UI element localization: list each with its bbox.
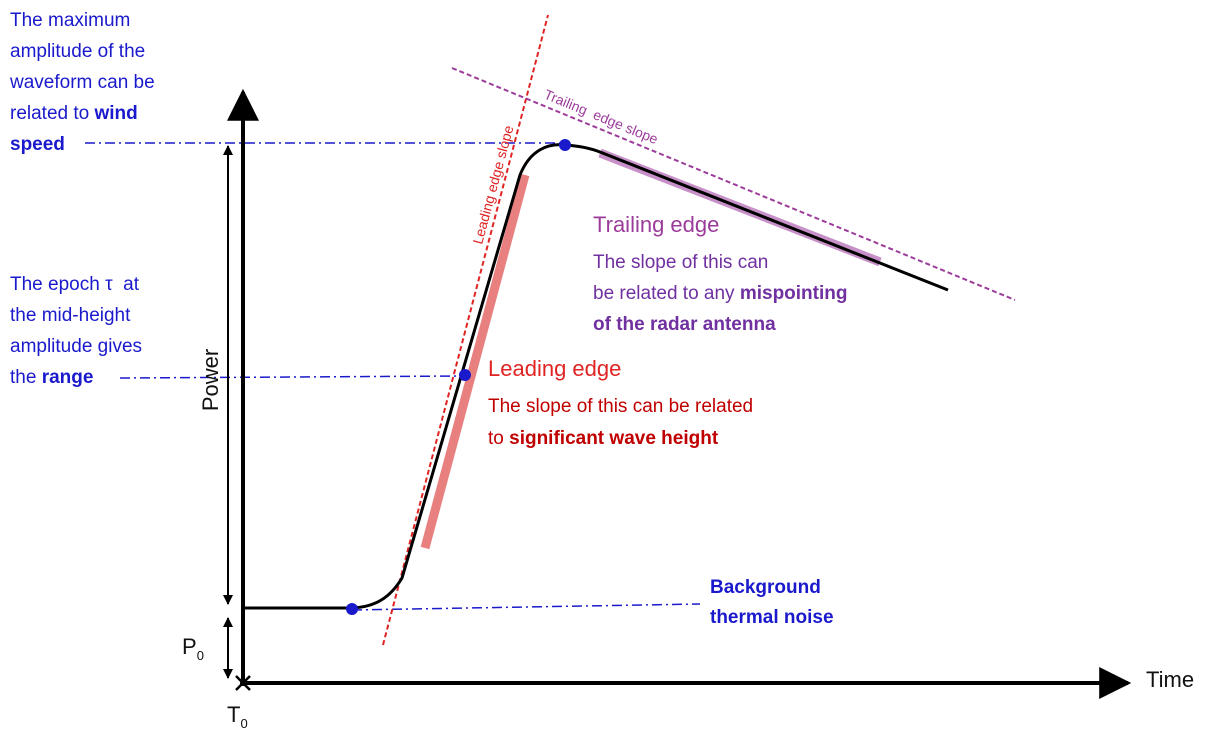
x-axis-label: Time bbox=[1146, 667, 1194, 692]
guide-line bbox=[351, 603, 701, 611]
annotation-line: related to wind bbox=[10, 103, 138, 124]
annotation-line: be related to any mispointing bbox=[593, 283, 847, 304]
text-segment: mispointing bbox=[740, 283, 848, 304]
mid-point bbox=[459, 369, 471, 381]
guide-line bbox=[119, 375, 466, 379]
text-segment: the bbox=[10, 367, 42, 388]
annotation-line: speed bbox=[10, 134, 65, 155]
annotation-line: amplitude gives bbox=[10, 336, 142, 357]
annotation-line: The epoch τ at bbox=[10, 274, 140, 295]
leading-edge-highlight bbox=[420, 173, 530, 550]
noise-point bbox=[346, 603, 358, 615]
annotation-line: The slope of this can be related bbox=[488, 396, 753, 417]
text-segment: The maximum bbox=[10, 10, 130, 31]
annotation-line: to significant wave height bbox=[488, 428, 719, 449]
annotation-line: The maximum bbox=[10, 10, 130, 31]
trailing-slope-line bbox=[451, 67, 1016, 301]
text-segment: The slope of this can be related bbox=[488, 396, 753, 417]
baseline-letter: P bbox=[182, 634, 197, 659]
annotation-line: Background bbox=[710, 577, 821, 598]
text-segment: related to bbox=[10, 103, 95, 124]
text-segment: be related to any bbox=[593, 283, 740, 304]
text-segment: thermal noise bbox=[710, 607, 834, 628]
text-segment: waveform can be bbox=[9, 72, 155, 93]
text-segment: the mid-height bbox=[10, 305, 131, 326]
text-segment: range bbox=[42, 367, 94, 388]
annotation-title: Trailing edge bbox=[593, 212, 719, 237]
annotation-line: the range bbox=[10, 367, 93, 388]
origin-cross bbox=[235, 675, 251, 691]
text-segment: The slope of this can bbox=[593, 252, 768, 273]
origin-label: T0 bbox=[227, 702, 248, 731]
annotation-line: waveform can be bbox=[9, 72, 155, 93]
text-segment: The epoch τ at bbox=[10, 274, 140, 295]
peak-point bbox=[559, 139, 571, 151]
text-segment: amplitude of the bbox=[10, 41, 145, 62]
baseline-label: P0 bbox=[182, 634, 204, 663]
waveform bbox=[245, 143, 949, 610]
text-segment: amplitude gives bbox=[10, 336, 142, 357]
annotation-line: of the radar antenna bbox=[593, 314, 776, 335]
annotation-line: amplitude of the bbox=[10, 41, 145, 62]
text-segment: significant wave height bbox=[509, 428, 719, 449]
text-segment: of the radar antenna bbox=[593, 314, 776, 335]
trailing-slope-label: Trailing edge slope bbox=[542, 86, 661, 147]
text-segment: Background bbox=[710, 577, 821, 598]
origin-letter: T bbox=[227, 702, 240, 727]
origin-subscript: 0 bbox=[240, 716, 247, 731]
y-axis-label: Power bbox=[198, 349, 223, 411]
leading-slope-line bbox=[382, 14, 549, 646]
annotation-line: thermal noise bbox=[710, 607, 834, 628]
annotation-line: the mid-height bbox=[10, 305, 131, 326]
annotation-title: Leading edge bbox=[488, 356, 621, 381]
baseline-subscript: 0 bbox=[197, 648, 204, 663]
annotation-line: The slope of this can bbox=[593, 252, 768, 273]
text-segment: wind bbox=[94, 103, 138, 124]
text-segment: to bbox=[488, 428, 509, 449]
text-segment: speed bbox=[10, 134, 65, 155]
